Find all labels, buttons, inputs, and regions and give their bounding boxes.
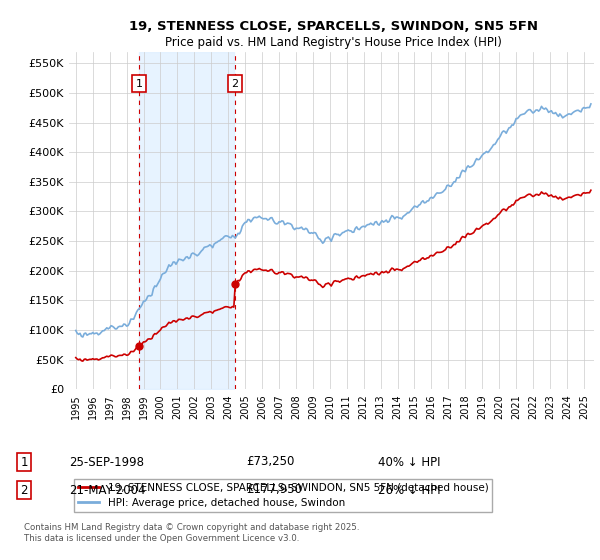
HPI: Average price, detached house, Swindon: (2.02e+03, 3.23e+05): Average price, detached house, Swindon: …	[427, 195, 434, 202]
HPI: Average price, detached house, Swindon: (2.02e+03, 3.57e+05): Average price, detached house, Swindon: …	[455, 175, 462, 181]
Line: 19, STENNESS CLOSE, SPARCELLS, SWINDON, SN5 5FN (detached house): 19, STENNESS CLOSE, SPARCELLS, SWINDON, …	[76, 190, 591, 361]
HPI: Average price, detached house, Swindon: (2e+03, 1.96e+05): Average price, detached house, Swindon: …	[161, 270, 168, 277]
HPI: Average price, detached house, Swindon: (2e+03, 8.81e+04): Average price, detached house, Swindon: …	[79, 334, 86, 340]
HPI: Average price, detached house, Swindon: (2e+03, 9.91e+04): Average price, detached house, Swindon: …	[72, 327, 79, 334]
19, STENNESS CLOSE, SPARCELLS, SWINDON, SN5 5FN (detached house)	[124, 352, 131, 358]
Text: £177,950: £177,950	[246, 483, 302, 497]
Text: 25-SEP-1998: 25-SEP-1998	[69, 455, 144, 469]
19, STENNESS CLOSE, SPARCELLS, SWINDON, SN5 5FN (detached house)	[72, 354, 79, 361]
19, STENNESS CLOSE, SPARCELLS, SWINDON, SN5 5FN (detached house)	[455, 239, 462, 245]
Text: Price paid vs. HM Land Registry's House Price Index (HPI): Price paid vs. HM Land Registry's House …	[164, 36, 502, 49]
Text: 1: 1	[20, 455, 28, 469]
HPI: Average price, detached house, Swindon: (2e+03, 1.07e+05): Average price, detached house, Swindon: …	[124, 323, 131, 329]
Text: 40% ↓ HPI: 40% ↓ HPI	[378, 455, 440, 469]
Legend: 19, STENNESS CLOSE, SPARCELLS, SWINDON, SN5 5FN (detached house), HPI: Average p: 19, STENNESS CLOSE, SPARCELLS, SWINDON, …	[74, 479, 493, 512]
19, STENNESS CLOSE, SPARCELLS, SWINDON, SN5 5FN (detached house)	[587, 187, 595, 194]
Line: HPI: Average price, detached house, Swindon: HPI: Average price, detached house, Swin…	[76, 104, 591, 337]
19, STENNESS CLOSE, SPARCELLS, SWINDON, SN5 5FN (detached house)	[179, 317, 187, 324]
Text: 21-MAY-2004: 21-MAY-2004	[69, 483, 146, 497]
Text: 2: 2	[231, 78, 238, 88]
19, STENNESS CLOSE, SPARCELLS, SWINDON, SN5 5FN (detached house)	[352, 274, 359, 281]
Text: 26% ↓ HPI: 26% ↓ HPI	[378, 483, 440, 497]
Text: £73,250: £73,250	[246, 455, 295, 469]
Text: Contains HM Land Registry data © Crown copyright and database right 2025.
This d: Contains HM Land Registry data © Crown c…	[24, 524, 359, 543]
Text: 19, STENNESS CLOSE, SPARCELLS, SWINDON, SN5 5FN: 19, STENNESS CLOSE, SPARCELLS, SWINDON, …	[128, 20, 538, 32]
HPI: Average price, detached house, Swindon: (2.03e+03, 4.82e+05): Average price, detached house, Swindon: …	[587, 101, 595, 108]
19, STENNESS CLOSE, SPARCELLS, SWINDON, SN5 5FN (detached house)	[427, 253, 434, 259]
HPI: Average price, detached house, Swindon: (2.01e+03, 2.71e+05): Average price, detached house, Swindon: …	[352, 225, 359, 232]
19, STENNESS CLOSE, SPARCELLS, SWINDON, SN5 5FN (detached house)	[161, 323, 168, 330]
Text: 1: 1	[136, 78, 142, 88]
19, STENNESS CLOSE, SPARCELLS, SWINDON, SN5 5FN (detached house)	[79, 358, 86, 365]
HPI: Average price, detached house, Swindon: (2e+03, 2.17e+05): Average price, detached house, Swindon: …	[179, 257, 187, 264]
Text: 2: 2	[20, 483, 28, 497]
